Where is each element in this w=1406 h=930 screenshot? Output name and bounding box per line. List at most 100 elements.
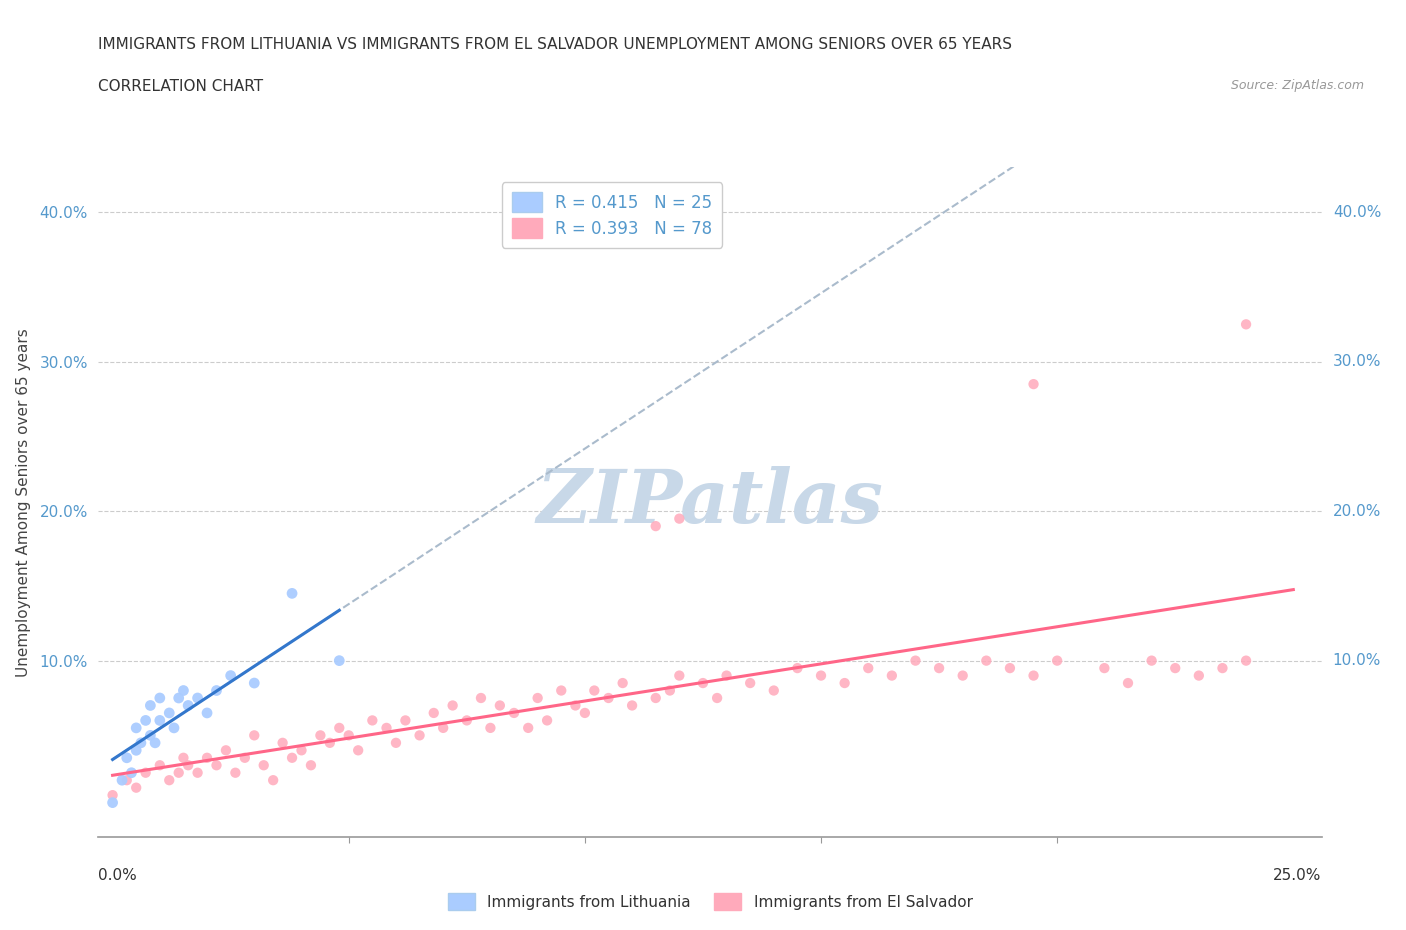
Point <box>517 721 540 736</box>
Point <box>1188 668 1211 683</box>
Point <box>167 691 190 706</box>
Point <box>536 713 558 728</box>
Point <box>205 683 228 698</box>
Point <box>408 728 430 743</box>
Point <box>135 765 157 780</box>
Point <box>125 780 148 795</box>
Point <box>195 706 218 721</box>
Point <box>125 721 148 736</box>
Point <box>290 743 312 758</box>
Point <box>167 765 190 780</box>
Point <box>163 721 186 736</box>
Point <box>262 773 284 788</box>
Point <box>101 788 124 803</box>
Point <box>564 698 586 713</box>
Text: 10.0%: 10.0% <box>1333 653 1381 668</box>
Point <box>157 706 180 721</box>
Point <box>215 743 238 758</box>
Point <box>243 675 266 690</box>
Point <box>271 736 294 751</box>
Point <box>328 721 350 736</box>
Point <box>139 728 162 743</box>
Point <box>441 698 464 713</box>
Point <box>432 721 454 736</box>
Point <box>489 698 512 713</box>
Point <box>880 668 903 683</box>
Text: 0.0%: 0.0% <box>98 868 138 883</box>
Point <box>928 660 950 675</box>
Point <box>422 706 444 721</box>
Point <box>319 736 342 751</box>
Point <box>1234 317 1257 332</box>
Point <box>952 668 974 683</box>
Point <box>706 691 728 706</box>
Point <box>998 660 1021 675</box>
Point <box>1022 377 1045 392</box>
Point <box>172 683 194 698</box>
Point <box>1092 660 1115 675</box>
Point <box>644 691 666 706</box>
Point <box>121 765 143 780</box>
Point <box>187 765 209 780</box>
Text: 25.0%: 25.0% <box>1274 868 1322 883</box>
Point <box>101 795 124 810</box>
Point <box>976 653 998 668</box>
Point <box>111 773 134 788</box>
Point <box>172 751 194 765</box>
Point <box>1234 653 1257 668</box>
Point <box>129 736 152 751</box>
Text: ZIPatlas: ZIPatlas <box>537 466 883 538</box>
Point <box>149 713 172 728</box>
Point <box>740 675 762 690</box>
Text: Source: ZipAtlas.com: Source: ZipAtlas.com <box>1230 79 1364 92</box>
Point <box>149 691 172 706</box>
Text: 30.0%: 30.0% <box>1333 354 1381 369</box>
Point <box>1164 660 1187 675</box>
Point <box>347 743 370 758</box>
Point <box>692 675 714 690</box>
Point <box>115 773 138 788</box>
Point <box>328 653 350 668</box>
Point <box>149 758 172 773</box>
Point <box>658 683 681 698</box>
Point <box>598 691 620 706</box>
Point <box>1211 660 1233 675</box>
Point <box>1140 653 1163 668</box>
Legend: Immigrants from Lithuania, Immigrants from El Salvador: Immigrants from Lithuania, Immigrants fr… <box>441 886 979 916</box>
Point <box>858 660 880 675</box>
Point <box>281 586 304 601</box>
Point <box>583 683 606 698</box>
Point <box>612 675 634 690</box>
Point <box>621 698 644 713</box>
Point <box>177 758 200 773</box>
Point <box>233 751 256 765</box>
Text: 40.0%: 40.0% <box>1333 205 1381 219</box>
Point <box>115 751 138 765</box>
Point <box>904 653 927 668</box>
Point <box>219 668 242 683</box>
Point <box>810 668 832 683</box>
Point <box>574 706 596 721</box>
Point <box>187 691 209 706</box>
Point <box>834 675 856 690</box>
Point <box>253 758 276 773</box>
Point <box>479 721 502 736</box>
Point <box>762 683 785 698</box>
Point <box>135 713 157 728</box>
Point <box>394 713 416 728</box>
Point <box>668 668 690 683</box>
Point <box>456 713 478 728</box>
Text: IMMIGRANTS FROM LITHUANIA VS IMMIGRANTS FROM EL SALVADOR UNEMPLOYMENT AMONG SENI: IMMIGRANTS FROM LITHUANIA VS IMMIGRANTS … <box>98 37 1012 52</box>
Point <box>526 691 548 706</box>
Point <box>470 691 492 706</box>
Point <box>157 773 180 788</box>
Point <box>177 698 200 713</box>
Point <box>503 706 526 721</box>
Point <box>205 758 228 773</box>
Point <box>375 721 398 736</box>
Point <box>224 765 246 780</box>
Text: CORRELATION CHART: CORRELATION CHART <box>98 79 263 94</box>
Point <box>281 751 304 765</box>
Point <box>668 512 690 526</box>
Point <box>786 660 808 675</box>
